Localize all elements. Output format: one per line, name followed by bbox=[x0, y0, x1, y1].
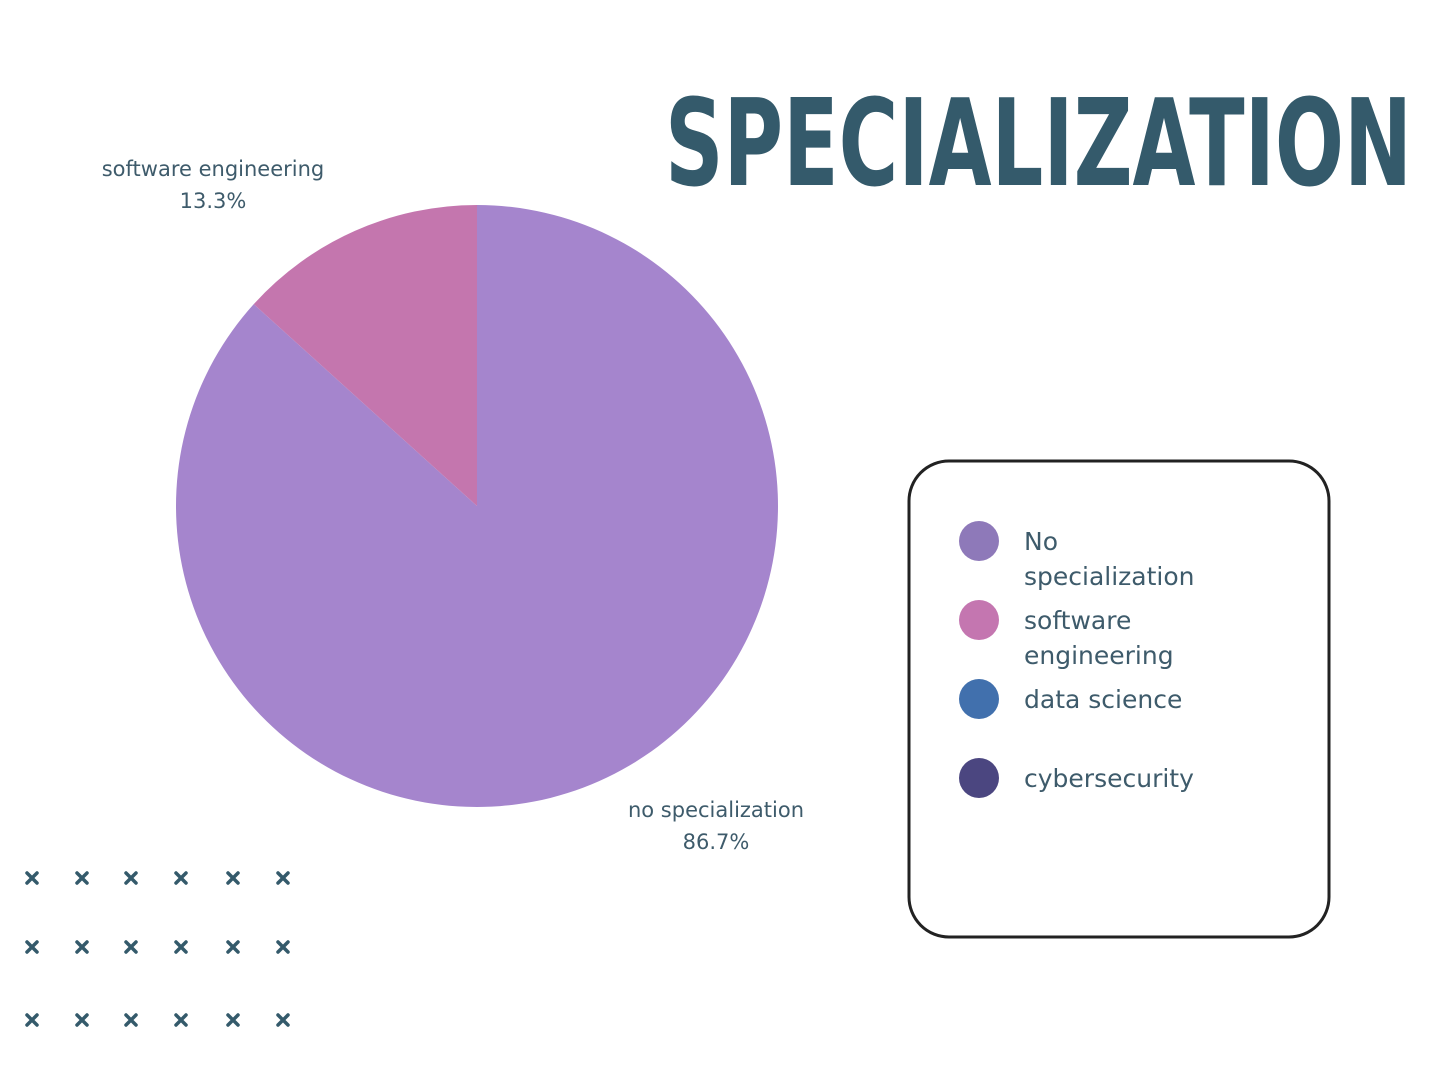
slice-value-label: 13.3% bbox=[180, 189, 247, 213]
cross-stroke bbox=[276, 1013, 290, 1027]
decoration bbox=[25, 871, 290, 1027]
legend-item: No specialization bbox=[950, 520, 1310, 599]
legend-item: data science bbox=[950, 678, 1310, 757]
cross-stroke bbox=[174, 940, 188, 954]
cross-stroke bbox=[226, 940, 240, 954]
legend-box bbox=[907, 459, 1331, 939]
legend: No specialization software engineering dat… bbox=[950, 520, 1310, 836]
legend-swatch bbox=[959, 679, 999, 719]
cross-stroke bbox=[226, 871, 240, 885]
cross-stroke bbox=[124, 940, 138, 954]
cross-stroke bbox=[75, 871, 89, 885]
cross-stroke bbox=[174, 1013, 188, 1027]
chart-title: SPECIALIZATION bbox=[665, 75, 1412, 214]
cross-stroke bbox=[75, 1013, 89, 1027]
cross-stroke bbox=[25, 940, 39, 954]
pie-slice bbox=[175, 205, 778, 807]
legend-label: data science bbox=[1024, 685, 1183, 714]
pie-slice bbox=[253, 204, 477, 506]
cross-stroke bbox=[75, 940, 89, 954]
legend-swatch bbox=[959, 521, 999, 561]
cross-stroke bbox=[25, 871, 39, 885]
cross-stroke bbox=[124, 1013, 138, 1027]
slice-label: no specialization bbox=[628, 798, 804, 822]
legend-swatch bbox=[959, 758, 999, 798]
slice-label: software engineering bbox=[102, 157, 325, 181]
cross-stroke bbox=[124, 871, 138, 885]
legend-item: software engineering bbox=[950, 599, 1310, 678]
legend-label: No specialization bbox=[1024, 527, 1195, 591]
cross-stroke bbox=[174, 871, 188, 885]
legend-label: software engineering bbox=[1024, 606, 1174, 670]
legend-item: cybersecurity bbox=[950, 757, 1310, 836]
cross-stroke bbox=[276, 871, 290, 885]
slice-value-label: 86.7% bbox=[683, 830, 750, 854]
cross-stroke bbox=[226, 1013, 240, 1027]
cross-stroke bbox=[276, 940, 290, 954]
legend-swatch bbox=[959, 600, 999, 640]
legend-label: cybersecurity bbox=[1024, 764, 1194, 793]
cross-stroke bbox=[25, 1013, 39, 1027]
